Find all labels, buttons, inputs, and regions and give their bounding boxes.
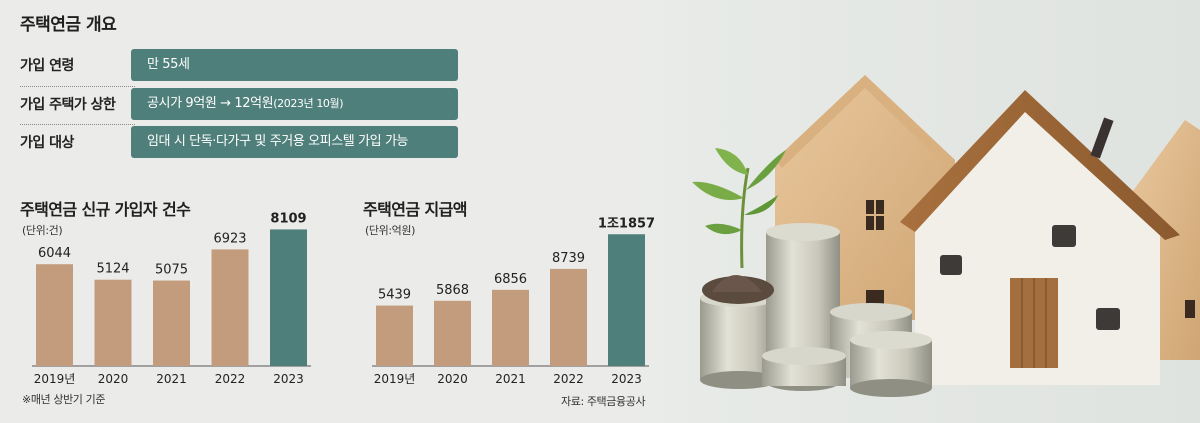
chart-2-payouts: 5439 2019년 5868 2020 6856 2021 8739 2022 1조1857 2…	[372, 216, 655, 386]
chart-2-source: 자료: 주택금융공사	[561, 395, 646, 408]
overview-value: 만 55세	[131, 49, 458, 81]
bar-1	[434, 300, 471, 366]
chart-1-unit: (단위:건)	[22, 224, 63, 237]
x-tick-label: 2023	[611, 372, 642, 386]
bar-value-label: 1조1857	[598, 216, 655, 231]
coin-stack-5	[762, 347, 846, 386]
overview-value: 공시가 9억원 → 12억원(2023년 10월)	[131, 88, 458, 120]
row-separator	[20, 124, 135, 125]
x-tick-label: 2023	[273, 372, 304, 386]
bar-value-label: 5124	[96, 262, 129, 277]
chart-1-title: 주택연금 신규 가입자 건수	[20, 200, 191, 219]
overview-row-eligibility: 가입 대상 임대 시 단독·다가구 및 주거용 오피스텔 가입 가능	[20, 126, 458, 158]
overview-row-age: 가입 연령 만 55세	[20, 49, 458, 81]
overview-title: 주택연금 개요	[20, 15, 117, 35]
x-tick-label: 2022	[553, 372, 584, 386]
bar-value-label: 5868	[436, 283, 469, 298]
coin-stack-4	[850, 331, 932, 397]
x-tick-label: 2019년	[34, 372, 76, 386]
chart-1-footnote: ※매년 상반기 기준	[22, 393, 106, 406]
overview-value-text: 임대 시 단독·다가구 및 주거용 오피스텔 가입 가능	[147, 134, 409, 149]
x-tick-label: 2022	[215, 372, 246, 386]
bar-value-label: 8109	[270, 211, 306, 226]
overview-label: 가입 대상	[20, 135, 74, 151]
overview-value-text: 만 55세	[147, 57, 190, 72]
bar-value-label: 5439	[378, 288, 411, 303]
infographic-panel: 주택연금 개요 가입 연령 만 55세 가입 주택가 상한 공시가 9억원 → …	[0, 0, 700, 423]
bar-value-label: 8739	[552, 251, 585, 266]
x-tick-label: 2020	[437, 372, 468, 386]
chart-2-unit: (단위:억원)	[365, 224, 415, 237]
overview-value-note: (2023년 10월)	[273, 97, 344, 110]
x-tick-label: 2021	[156, 372, 187, 386]
bar-2	[492, 289, 529, 366]
chart-2-title: 주택연금 지급액	[363, 200, 467, 219]
bar-value-label: 6923	[213, 231, 246, 246]
bar-value-label: 6856	[494, 272, 527, 287]
bar-0	[376, 305, 413, 366]
bar-1	[94, 279, 132, 366]
bar-value-label: 5075	[155, 263, 188, 278]
overview-row-price-cap: 가입 주택가 상한 공시가 9억원 → 12억원(2023년 10월)	[20, 88, 458, 120]
row-separator	[20, 86, 135, 87]
x-tick-label: 2020	[98, 372, 129, 386]
x-tick-label: 2021	[495, 372, 526, 386]
chart-1-signups: 6044 2019년 5124 2020 5075 2021 6923 2022 8109 202…	[32, 211, 311, 386]
bar-0	[36, 264, 73, 366]
overview-value: 임대 시 단독·다가구 및 주거용 오피스텔 가입 가능	[131, 126, 458, 158]
bar-4	[270, 229, 307, 366]
bar-value-label: 6044	[38, 246, 71, 261]
bar-3	[550, 268, 587, 366]
overview-value-text: 공시가 9억원 → 12억원	[147, 96, 274, 111]
bar-4	[608, 234, 645, 366]
x-tick-label: 2019년	[374, 372, 416, 386]
bar-2	[153, 280, 190, 366]
overview-label: 가입 주택가 상한	[20, 97, 116, 113]
overview-label: 가입 연령	[20, 58, 74, 74]
bar-3	[211, 249, 249, 366]
